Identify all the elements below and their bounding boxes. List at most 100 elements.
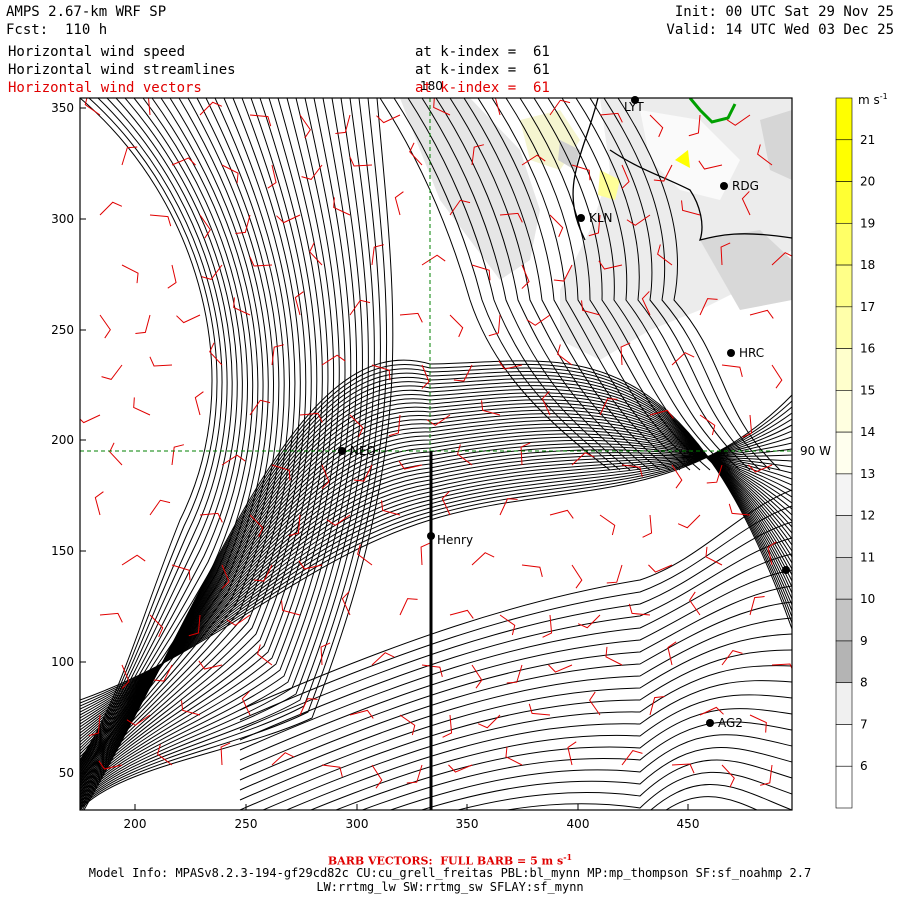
x-tick-250: 250: [235, 817, 258, 831]
wind-barb: [371, 764, 383, 789]
init-time: Init: 00 UTC Sat 29 Nov 25: [674, 4, 894, 20]
field-1-name: Horizontal wind speed: [8, 44, 186, 60]
streamline: [650, 784, 792, 810]
wind-barb: [628, 603, 651, 616]
streamline: [80, 98, 307, 788]
svg-text:Henry: Henry: [437, 533, 473, 547]
colorbar-cell: [835, 473, 853, 516]
streamline: [80, 98, 301, 786]
wind-barb: [420, 542, 431, 566]
streamline: [334, 708, 792, 810]
wind-barb: [221, 564, 230, 589]
colorbar-level-label: 12: [860, 509, 875, 523]
wind-barb: [298, 560, 323, 570]
streamline: [477, 98, 681, 471]
wind-barb: [653, 164, 673, 182]
streamline: [80, 442, 792, 725]
wind-barb: [441, 491, 451, 516]
streamline: [80, 378, 792, 803]
streamline: [379, 98, 611, 471]
wind-barb: [188, 614, 201, 637]
streamline: [80, 454, 792, 734]
wind-barb: [421, 664, 443, 678]
wind-barb: [588, 214, 601, 237]
x-axis-labels: 200 250 300 350 400 450: [124, 817, 700, 831]
streamline: [80, 98, 254, 773]
svg-text:RDG: RDG: [732, 179, 759, 193]
streamline: [239, 617, 792, 791]
field-2-level: at k-index = 61: [415, 62, 550, 78]
streamline: [389, 734, 792, 810]
colorbar-level-label: 18: [860, 258, 875, 272]
svg-text:AG2: AG2: [718, 716, 743, 730]
streamline: [491, 98, 691, 471]
wind-barb: [133, 397, 151, 416]
field-2-name: Horizontal wind streamlines: [8, 62, 236, 78]
wind-barb: [705, 546, 723, 566]
wind-barb: [549, 99, 571, 116]
colorbar-cell: [835, 222, 853, 266]
forecast-hour: Fcst: 110 h: [6, 22, 108, 38]
wind-barb: [681, 200, 701, 216]
colorbar-level-label: 20: [860, 175, 875, 189]
svg-text:NEO: NEO: [350, 444, 376, 458]
streamline: [393, 98, 621, 471]
field-1-level: at k-index = 61: [415, 44, 550, 60]
wind-barb: [477, 714, 501, 729]
wind-barb: [499, 614, 516, 636]
wind-barb: [726, 114, 751, 126]
streamline: [420, 747, 792, 810]
wind-barb: [109, 442, 123, 466]
streamline: [80, 426, 792, 761]
streamline: [80, 98, 394, 810]
wind-barb: [506, 664, 523, 684]
streamline: [309, 694, 792, 810]
streamline: [80, 436, 792, 752]
wind-barb: [309, 242, 323, 266]
station-henry: Henry: [427, 532, 473, 547]
wind-barb: [457, 444, 473, 466]
wind-barb: [376, 114, 401, 124]
wind-barb: [171, 444, 185, 466]
valid-time: Valid: 14 UTC Wed 03 Dec 25: [666, 22, 894, 38]
streamline: [519, 98, 711, 471]
field-3-name: Horizontal wind vectors: [8, 80, 202, 96]
wind-barb: [488, 314, 501, 337]
streamline: [80, 416, 792, 770]
streamline: [80, 419, 792, 767]
wind-barb: [271, 464, 291, 481]
wind-barb: [357, 544, 373, 566]
model-info-line-1: Model Info: MPASv8.2.3-194-gf29cd82c CU:…: [88, 866, 812, 880]
x-tick-200: 200: [124, 817, 147, 831]
model-title: AMPS 2.67-km WRF SP: [6, 4, 167, 20]
wind-barb: [557, 344, 573, 366]
wind-barb: [549, 214, 564, 238]
streamline: [360, 721, 792, 810]
wind-barb: [621, 464, 643, 478]
station-neo: NEO: [338, 444, 376, 458]
wind-barb: [226, 614, 251, 626]
svg-text:LYT: LYT: [624, 100, 644, 114]
streamline: [239, 633, 792, 801]
wind-barb: [157, 744, 173, 766]
wind-barb: [721, 650, 743, 666]
wind-barb: [167, 264, 177, 289]
wind-barb: [209, 342, 223, 366]
colorbar-level-label: 9: [860, 634, 868, 648]
wind-barb: [742, 414, 753, 438]
wind-barb: [99, 612, 123, 623]
streamline: [80, 395, 792, 788]
streamline: [239, 649, 792, 810]
wind-barb: [233, 297, 251, 316]
wind-barb: [271, 344, 285, 366]
streamline: [463, 98, 671, 471]
wind-barb: [221, 454, 246, 466]
barb-legend: BARB VECTORS: FULL BARB = 5 m s-1: [327, 852, 573, 868]
streamline: [80, 98, 358, 801]
wind-barb: [649, 696, 665, 716]
wind-barb: [249, 256, 273, 267]
wind-barb: [571, 164, 591, 181]
wind-barb: [549, 509, 574, 519]
colorbar-cell: [835, 390, 853, 433]
colorbar-level-label: 14: [860, 425, 875, 439]
